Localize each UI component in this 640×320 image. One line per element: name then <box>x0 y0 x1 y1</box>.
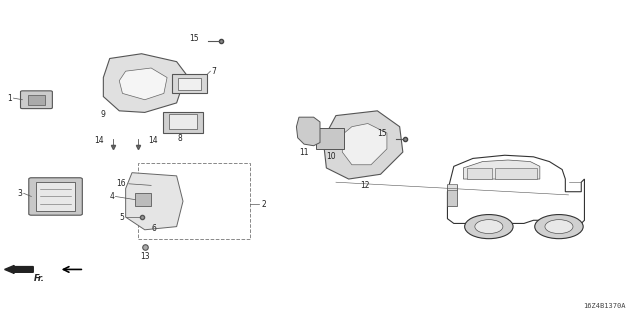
Circle shape <box>475 220 503 234</box>
Bar <box>163 112 204 133</box>
Text: 10: 10 <box>326 152 336 161</box>
Text: 11: 11 <box>300 148 309 157</box>
Text: 6: 6 <box>152 224 157 233</box>
Text: 2: 2 <box>261 200 266 209</box>
Circle shape <box>535 215 583 239</box>
Bar <box>169 114 197 129</box>
Polygon shape <box>103 54 186 112</box>
Circle shape <box>465 215 513 239</box>
Text: 4: 4 <box>109 192 114 201</box>
Text: 14: 14 <box>148 136 157 146</box>
Polygon shape <box>125 173 183 230</box>
Text: 5: 5 <box>120 212 124 222</box>
FancyBboxPatch shape <box>29 178 83 215</box>
Text: Fr.: Fr. <box>34 275 45 284</box>
Text: 13: 13 <box>140 252 150 261</box>
Bar <box>135 193 151 206</box>
Bar <box>316 128 344 149</box>
Polygon shape <box>323 111 403 179</box>
Bar <box>178 77 201 90</box>
Text: 7: 7 <box>212 67 216 76</box>
Bar <box>495 168 537 179</box>
Text: 9: 9 <box>101 109 106 118</box>
Polygon shape <box>296 117 320 146</box>
Bar <box>447 184 457 190</box>
Text: 14: 14 <box>93 136 103 146</box>
Polygon shape <box>342 124 387 165</box>
Text: 16: 16 <box>116 179 125 188</box>
FancyArrow shape <box>4 266 33 273</box>
Bar <box>467 168 492 179</box>
Polygon shape <box>447 155 584 223</box>
Polygon shape <box>119 68 167 100</box>
Bar <box>36 182 75 211</box>
Polygon shape <box>463 160 540 179</box>
Bar <box>447 185 457 206</box>
FancyBboxPatch shape <box>20 91 52 108</box>
Text: 12: 12 <box>360 181 369 190</box>
Text: 15: 15 <box>378 129 387 138</box>
Bar <box>138 163 250 239</box>
Text: 16Z4B1370A: 16Z4B1370A <box>584 303 626 309</box>
Circle shape <box>545 220 573 234</box>
Bar <box>28 95 45 105</box>
Text: 1: 1 <box>8 94 12 103</box>
Bar <box>172 74 207 93</box>
Text: 3: 3 <box>17 189 22 198</box>
Text: 8: 8 <box>177 134 182 143</box>
Text: 15: 15 <box>189 34 199 43</box>
